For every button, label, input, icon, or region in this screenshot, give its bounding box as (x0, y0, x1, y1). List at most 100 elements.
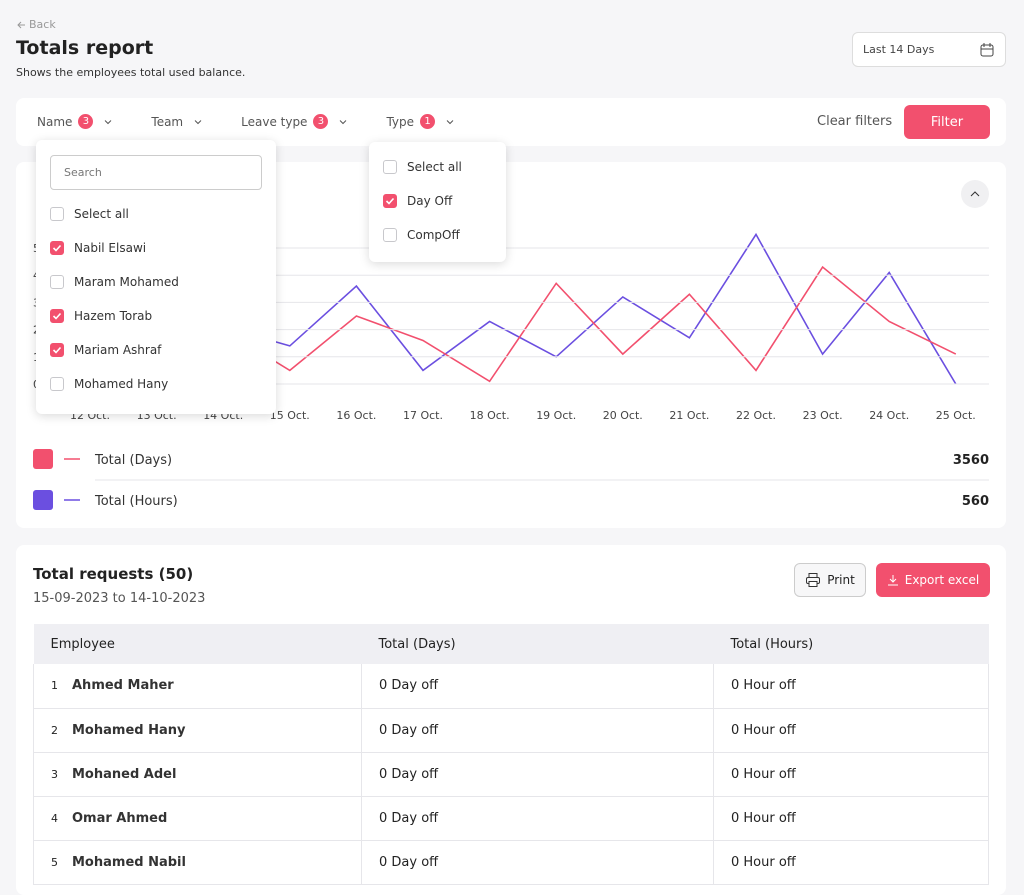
filter-label: Name (37, 114, 73, 129)
name-dropdown: Search Select all Nabil Elsawi Maram Moham… (36, 140, 276, 414)
clear-filters[interactable]: Clear filters (817, 114, 893, 129)
option-label: Nabil Elsawi (74, 241, 147, 255)
column-header: Employee (50, 636, 115, 652)
option[interactable]: CompOff (383, 218, 492, 252)
filter-dropdown[interactable]: Team (151, 114, 203, 129)
legend-total: 3560 (953, 453, 989, 468)
employee-name: Omar Ahmed (72, 810, 168, 826)
x-tick-label: 15 Oct. (270, 409, 310, 422)
hours-cell: 0 Hour off (713, 752, 989, 796)
option[interactable]: Mohamed Hany (50, 367, 262, 401)
checkbox[interactable] (50, 241, 64, 255)
option-label: Mariam Ashraf (74, 343, 162, 357)
print-button[interactable]: Print (794, 563, 866, 597)
x-tick-label: 22 Oct. (736, 409, 776, 422)
search-input[interactable]: Search (50, 155, 262, 190)
hours-cell: 0 Hour off (713, 796, 989, 840)
calendar-icon (980, 42, 994, 56)
option-label: Hazem Torab (74, 309, 153, 323)
x-tick-label: 18 Oct. (470, 409, 510, 422)
export-button[interactable]: Export excel (876, 563, 990, 597)
date-picker[interactable]: Last 14 Days (852, 32, 1006, 67)
checkbox[interactable] (50, 309, 64, 323)
employee-name: Mohamed Nabil (72, 854, 186, 870)
option-label: CompOff (407, 228, 460, 242)
days-cell: 0 Day off (361, 752, 714, 796)
employee-name: Ahmed Maher (72, 678, 174, 694)
table-row: 4 Omar Ahmed 0 Day off 0 Hour off (33, 796, 989, 840)
requests-period: 15-09-2023 to 14-10-2023 (33, 591, 206, 606)
option[interactable]: Day Off (383, 184, 492, 218)
filter-dropdown[interactable]: Type 1 (386, 114, 455, 129)
chevron (194, 119, 202, 124)
table-header: Employee Total (Days) Total (Hours) (33, 624, 989, 664)
chevron (446, 119, 454, 124)
employee-name: Mohaned Adel (72, 766, 177, 782)
x-tick-label: 24 Oct. (869, 409, 909, 422)
back-link[interactable]: Back (16, 18, 56, 31)
filter-label: Type (386, 114, 415, 129)
type-options: Select all Day Off CompOff (383, 150, 492, 252)
option[interactable]: Select all (383, 150, 492, 184)
option[interactable]: Hazem Torab (50, 299, 262, 333)
filter-dropdown[interactable]: Leave type 3 (241, 114, 348, 129)
filter-label: Team (151, 114, 184, 129)
type-dropdown: Select all Day Off CompOff (369, 142, 506, 262)
checkbox[interactable] (50, 207, 64, 221)
x-tick-label: 16 Oct. (336, 409, 376, 422)
chevron (105, 119, 112, 124)
check-mark (385, 197, 395, 205)
date-picker-text: Last 14 Days (863, 43, 935, 56)
days-cell: 0 Day off (361, 664, 714, 708)
filter-button[interactable]: Filter (904, 105, 990, 139)
checkbox[interactable] (50, 377, 64, 391)
days-cell: 0 Day off (361, 796, 714, 840)
option-label: Mohamed Hany (74, 377, 169, 391)
row-number: 4 (51, 811, 58, 825)
checkbox[interactable] (383, 160, 397, 174)
x-tick-label: 23 Oct. (803, 409, 843, 422)
print-text: Print (827, 573, 855, 587)
collapse-icon (970, 191, 980, 197)
check-mark (52, 244, 62, 252)
days-cell: 0 Day off (361, 708, 714, 752)
option-label: Day Off (407, 194, 453, 208)
employee-cell: 4 Omar Ahmed (33, 796, 362, 840)
hours-cell: 0 Hour off (713, 708, 989, 752)
legend-swatch (33, 490, 53, 510)
option-label: Maram Mohamed (74, 275, 179, 289)
filter-label: Leave type (241, 114, 308, 129)
x-tick-label: 25 Oct. (936, 409, 976, 422)
option[interactable]: Nabil Elsawi (50, 231, 262, 265)
option[interactable]: Mariam Ashraf (50, 333, 262, 367)
option[interactable]: Maram Mohamed (50, 265, 262, 299)
page-title: Totals report (16, 37, 154, 59)
checkbox[interactable] (50, 343, 64, 357)
employee-name: Mohamed Hany (72, 722, 186, 738)
option-label: Select all (407, 160, 462, 174)
x-tick-label: 19 Oct. (536, 409, 576, 422)
column-header: Total (Days) (378, 636, 456, 652)
option[interactable]: Select all (50, 197, 262, 231)
column-header: Total (Hours) (730, 636, 814, 652)
name-options: Select all Nabil Elsawi Maram Mohamed Hazem… (50, 197, 262, 401)
hours-cell: 0 Hour off (713, 664, 989, 708)
x-tick-label: 20 Oct. (603, 409, 643, 422)
x-tick-label: 17 Oct. (403, 409, 443, 422)
table-row: 1 Ahmed Maher 0 Day off 0 Hour off (33, 664, 989, 708)
checkbox[interactable] (50, 275, 64, 289)
check-mark (52, 312, 62, 320)
filter-count: 3 (78, 114, 94, 129)
filter-dropdown[interactable]: Name 3 (37, 114, 113, 129)
back-text: Back (29, 18, 56, 31)
checkbox[interactable] (383, 228, 397, 242)
legend-label: Total (Hours) (94, 494, 178, 509)
checkbox[interactable] (383, 194, 397, 208)
hours-cell: 0 Hour off (713, 840, 989, 884)
days-cell: 0 Day off (361, 840, 714, 884)
collapse-button[interactable] (961, 180, 989, 208)
export-text: Export excel (904, 573, 980, 587)
employee-cell: 2 Mohamed Hany (33, 708, 362, 752)
chevron (340, 119, 347, 124)
